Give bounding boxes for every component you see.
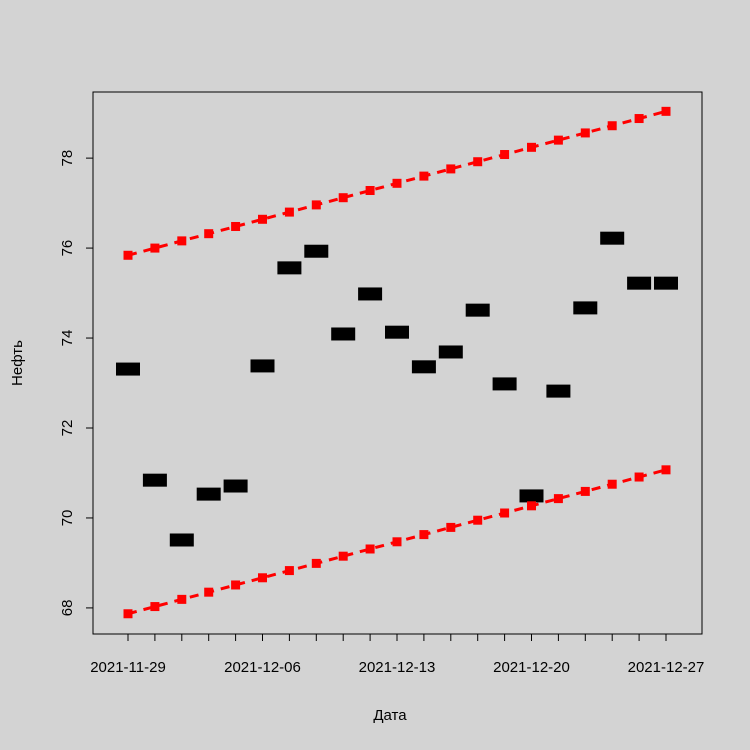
trend-point	[419, 530, 429, 540]
x-tick-label: 2021-12-27	[628, 659, 705, 676]
trend-point	[392, 178, 402, 188]
point	[250, 359, 275, 373]
trend-point	[500, 508, 510, 518]
point	[304, 244, 329, 258]
trend-point	[553, 494, 563, 504]
point	[223, 479, 248, 493]
trend-point	[311, 558, 321, 568]
trend-point	[527, 501, 536, 511]
trend-point	[661, 106, 671, 116]
trend-point	[123, 250, 133, 260]
trend-point	[607, 479, 617, 489]
point	[411, 360, 436, 374]
point	[358, 287, 383, 301]
trend-point	[446, 522, 456, 532]
point	[573, 301, 598, 315]
trend-point	[177, 236, 187, 246]
point	[465, 303, 490, 317]
trend-point	[419, 171, 429, 181]
x-tick-label: 2021-11-29	[90, 659, 166, 676]
x-tick-label: 2021-12-13	[359, 659, 436, 676]
trend-point	[634, 472, 644, 482]
trend-point	[177, 594, 187, 604]
point	[519, 489, 544, 503]
trend-point	[580, 128, 590, 138]
point	[196, 487, 221, 501]
trend-point	[284, 207, 294, 217]
point	[169, 533, 194, 547]
trend-point	[634, 114, 644, 124]
point	[116, 362, 140, 376]
trend-point	[150, 602, 160, 612]
y-tick-label: 74	[59, 330, 76, 347]
trend-point	[338, 193, 348, 203]
y-tick-label: 76	[59, 240, 76, 257]
x-tick-label: 2021-12-06	[224, 659, 301, 676]
trend-point	[258, 214, 267, 224]
point	[654, 276, 678, 290]
trend-point	[311, 200, 321, 210]
trend-point	[365, 186, 375, 196]
trend-point	[446, 164, 456, 174]
x-axis-label: Дата	[373, 707, 407, 724]
y-tick-label: 78	[59, 150, 76, 167]
y-tick-label: 70	[59, 510, 76, 527]
trend-point	[204, 229, 214, 239]
point	[627, 276, 652, 290]
trend-point	[473, 157, 483, 167]
trend-point	[473, 515, 483, 525]
trend-point	[284, 566, 294, 576]
trend-point	[527, 142, 536, 152]
point	[546, 384, 571, 398]
trend-point	[365, 544, 375, 554]
trend-point	[150, 243, 160, 253]
x-tick-label: 2021-12-20	[493, 659, 570, 676]
point	[438, 345, 463, 359]
trend-point	[123, 609, 133, 619]
trend-point	[338, 551, 348, 561]
y-tick-label: 72	[59, 420, 76, 437]
trend-point	[580, 486, 590, 496]
y-tick-label: 68	[59, 600, 76, 617]
trend-point	[661, 465, 671, 475]
trend-point	[231, 221, 241, 231]
trend-point	[231, 580, 241, 590]
trend-point	[392, 537, 402, 547]
trend-point	[500, 150, 510, 160]
point	[492, 377, 517, 391]
trend-point	[553, 135, 563, 145]
point	[385, 325, 409, 339]
point	[600, 231, 625, 245]
point	[277, 261, 302, 275]
trend-point	[204, 587, 214, 597]
point	[142, 473, 167, 487]
trend-point	[258, 573, 267, 583]
point	[331, 327, 356, 341]
y-axis-label: Нефть	[9, 340, 26, 386]
trend-point	[607, 121, 617, 131]
